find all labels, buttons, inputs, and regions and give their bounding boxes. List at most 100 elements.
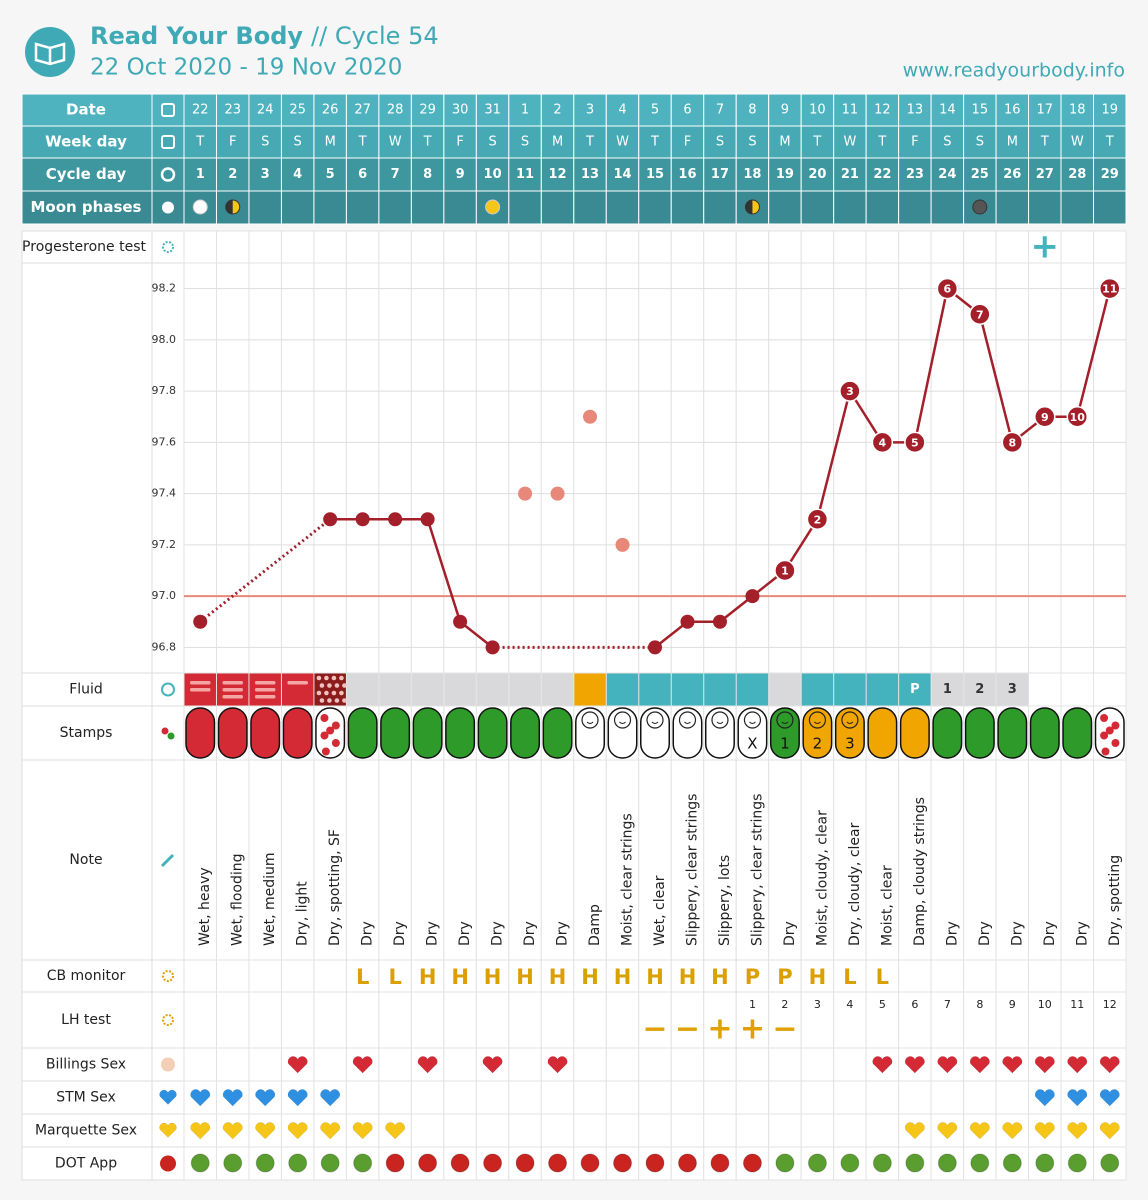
day-cell [443,991,477,1049]
dot-app-status [1035,1153,1055,1173]
stamp [737,707,768,759]
date-label: 16 [1004,103,1021,118]
cycle-day-label: 2 [228,167,237,182]
day-cell [215,230,250,264]
day-cell [248,759,282,961]
day-cell [898,991,932,1049]
weekday-label: S [943,135,951,150]
day-cell [508,991,542,1049]
day-cell [508,93,542,127]
fluid-spot [316,675,322,681]
cycle-day-label: 8 [423,167,432,182]
fluid-cell [541,673,574,706]
heart [222,1089,243,1107]
y-tick-label: 96.8 [152,640,177,653]
stamp-label: 2 [813,735,823,753]
row-label: Week day [45,133,127,151]
day-cell [443,1047,477,1082]
url: www.readyourbody.info [903,60,1125,82]
stamp [834,707,865,759]
y-tick-label: 97.0 [152,589,177,602]
day-cell [605,190,640,225]
day-cell [930,959,965,993]
temperature-point [969,303,991,325]
dot-app-status [710,1153,730,1173]
dot-app-status [840,1153,860,1173]
day-cell [475,157,510,192]
day-cell [703,1047,737,1082]
baby-smile [684,721,691,724]
calendar-icon [161,135,175,149]
fluid-cell [671,673,704,706]
day-cell [540,262,575,674]
temperature-point [388,512,403,527]
fluid-cell [1061,673,1094,706]
day-cell [313,959,347,993]
point-number: 8 [1008,436,1016,449]
weekday-label: T [585,135,594,150]
row-label: Fluid [69,682,103,698]
stamp-spot [326,726,335,735]
fluid-spot [331,675,337,681]
day-cell [573,991,607,1049]
baby-smile [651,721,659,724]
heart [1002,1056,1023,1074]
cb-reading: H [614,965,632,989]
note: Damp [587,904,603,946]
fluid-spot [339,690,344,696]
fluid-cell [606,673,639,706]
date-label: 26 [322,103,339,118]
day-cell [735,125,770,159]
date-label: 28 [387,103,404,118]
dot-app-status [580,1153,600,1173]
day-cell [703,959,737,993]
cycle-day-label: 16 [678,167,696,182]
day-cell [768,93,802,127]
dot-app-status [613,1153,633,1173]
day-cell [345,959,380,993]
date-label: 3 [586,103,594,118]
row-label: Moon phases [30,198,141,216]
day-cell [540,1080,575,1115]
fluid-cell [866,673,899,706]
cb-reading: H [451,965,469,989]
day-cell [605,959,640,993]
fluid-dash [222,695,243,699]
day-cell [638,1080,672,1115]
day-cell [378,125,412,159]
day-cell [833,125,867,159]
row-label-cell [21,705,153,761]
cycle-day-label: 6 [358,167,367,182]
heart [287,1089,308,1107]
day-cell [1093,759,1127,961]
note: Slippery, lots [717,855,733,946]
row-label-cell [21,959,153,993]
day-cell [1028,230,1062,264]
cb-reading: P [745,965,760,989]
fluid-cell [639,673,671,706]
dot-app-status [1002,1153,1022,1173]
day-cell [475,991,510,1049]
day-cell [573,230,607,264]
day-cell [183,1047,217,1082]
heart [937,1056,958,1074]
note: Wet, medium [262,852,278,946]
weekday-label: T [195,135,204,150]
fluid-cell [444,673,476,706]
note: Wet, heavy [197,867,213,946]
cycle-day-label: 24 [938,167,956,182]
stamp [510,707,541,759]
row-label: STM Sex [56,1090,116,1106]
weekday-label: W [616,135,629,150]
stamp [282,707,313,759]
excluded-point [550,486,565,501]
temperature-point [1099,277,1121,300]
stamp [997,707,1028,759]
weekday-label: M [779,135,790,150]
baby-face [711,711,729,729]
day-cell [735,1080,770,1115]
day-cell [313,991,347,1049]
fluid-dash [254,688,276,692]
day-cell [1060,959,1095,993]
stamp [217,707,248,759]
